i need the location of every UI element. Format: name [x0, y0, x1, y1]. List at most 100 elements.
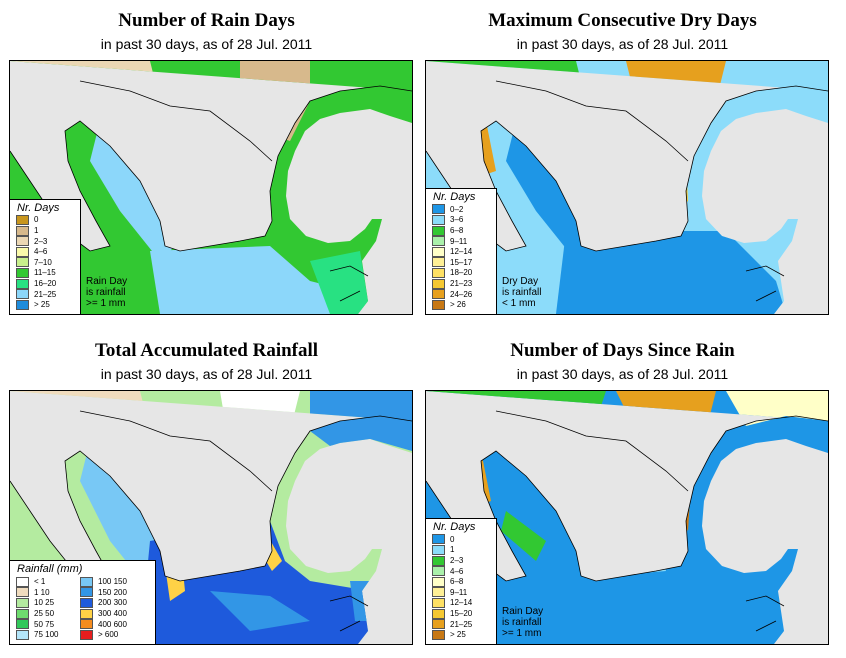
- note-line: Rain Day: [502, 606, 544, 617]
- legend-entry: 25 50: [10, 608, 74, 619]
- map-svg: [10, 61, 412, 314]
- legend-swatch: [16, 587, 29, 598]
- legend-swatch: [16, 608, 29, 619]
- panel-subtitle: in past 30 days, as of 28 Jul. 2011: [100, 36, 313, 52]
- legend-entry: 3–6: [426, 214, 496, 226]
- note-line: is rainfall: [502, 617, 542, 628]
- legend-entry: 9–11: [426, 236, 496, 247]
- legend-label: 18–20: [450, 268, 473, 278]
- legend-note: Rain Day is rainfall >= 1 mm: [502, 606, 543, 639]
- legend-title: Nr. Days: [433, 521, 476, 534]
- legend-label: 1 10: [34, 587, 50, 597]
- legend-max-dry-days: Nr. Days 0–2 3–6 6–8 9–11 12–14 15–17 18–20 21–…: [426, 188, 497, 314]
- legend-swatch: [432, 629, 445, 640]
- legend-swatch: [16, 299, 29, 310]
- panel-subtitle: in past 30 days, as of 28 Jul. 2011: [516, 36, 729, 52]
- legend-swatch: [432, 246, 445, 257]
- legend-label: 11–15: [34, 268, 56, 278]
- legend-label: > 25: [34, 300, 50, 310]
- legend-entry: 21–25: [426, 619, 496, 630]
- legend-entry: 21–23: [426, 278, 496, 289]
- legend-label: 21–23: [450, 279, 473, 289]
- map-max-dry-days: Nr. Days 0–2 3–6 6–8 9–11 12–14 15–17 18–20 21–…: [425, 60, 829, 315]
- legend-entry: 12–14: [426, 597, 496, 609]
- legend-label: 25 50: [34, 609, 55, 619]
- legend-rain-days: Nr. Days 0 1 2–3 4–6 7–10 11–15 16–20 21–25 > 25: [10, 198, 81, 314]
- panel-total-rainfall: Total Accumulated Rainfall in past 30 da…: [0, 330, 413, 650]
- legend-entry: < 1: [10, 576, 74, 587]
- map-days-since-rain: Nr. Days 0 1 2–3 4–6 6–8 9–11 12–14 15–20 21–25 >…: [425, 390, 829, 645]
- legend-label: 15–17: [450, 257, 473, 267]
- panel-rain-days: Number of Rain Days in past 30 days, as …: [0, 0, 413, 320]
- legend-entry: 16–20: [10, 278, 80, 289]
- note-line: < 1 mm: [502, 298, 536, 309]
- legend-entry: > 600: [74, 629, 138, 640]
- legend-entry: 1: [10, 225, 80, 236]
- legend-label: 9–11: [450, 236, 468, 246]
- legend-swatch: [432, 544, 445, 555]
- legend-label: 1: [450, 545, 455, 555]
- legend-label: < 1: [34, 577, 46, 587]
- legend-note: Rain Day is rainfall >= 1 mm: [86, 276, 127, 309]
- legend-entry: 300 400: [74, 608, 138, 619]
- legend-entry: 100 150: [74, 576, 138, 587]
- note-line: Dry Day: [502, 276, 539, 287]
- legend-entry: 7–10: [10, 257, 80, 268]
- legend-label: 1: [34, 226, 39, 236]
- legend-label: 2–3: [450, 556, 464, 566]
- legend-label: 12–14: [450, 598, 473, 608]
- legend-entry: > 25: [426, 629, 496, 640]
- legend-swatch: [80, 587, 93, 598]
- legend-swatch: [16, 576, 29, 587]
- legend-swatch: [432, 278, 445, 289]
- legend-title: Nr. Days: [433, 191, 476, 204]
- legend-swatch: [16, 629, 29, 640]
- legend-label: 4–6: [34, 247, 48, 257]
- legend-label: 24–26: [450, 289, 473, 299]
- legend-label: 75 100: [34, 630, 59, 640]
- legend-swatch: [16, 246, 29, 257]
- legend-entry: 75 100: [10, 629, 74, 640]
- legend-label: 400 600: [98, 619, 127, 629]
- legend-label: 0: [450, 534, 455, 544]
- legend-label: 4–6: [450, 566, 464, 576]
- legend-entry: 11–15: [10, 267, 80, 279]
- legend-swatch: [80, 597, 93, 608]
- legend-label: 6–8: [450, 577, 464, 587]
- panel-title: Number of Days Since Rain: [510, 340, 735, 361]
- legend-swatch: [16, 278, 29, 289]
- legend-swatch: [432, 204, 445, 215]
- legend-entry: 0: [426, 534, 496, 545]
- legend-label: 6–8: [450, 226, 464, 236]
- legend-note: Dry Day is rainfall < 1 mm: [502, 276, 541, 309]
- legend-entry: > 25: [10, 299, 80, 310]
- legend-label: 100 150: [98, 577, 127, 587]
- legend-swatch: [432, 299, 445, 310]
- map-rain-days: Nr. Days 0 1 2–3 4–6 7–10 11–15 16–20 21–25 > 25…: [9, 60, 413, 315]
- legend-swatch: [432, 608, 445, 619]
- legend-label: 16–20: [34, 279, 57, 289]
- legend-label: 50 75: [34, 619, 55, 629]
- legend-entry: 200 300: [74, 597, 138, 609]
- legend-label: 0: [34, 215, 39, 225]
- panel-max-dry-days: Maximum Consecutive Dry Days in past 30 …: [416, 0, 829, 320]
- legend-entry: 18–20: [426, 267, 496, 279]
- note-line: Rain Day: [86, 276, 128, 287]
- panel-title: Total Accumulated Rainfall: [94, 340, 319, 361]
- legend-label: 10 25: [34, 598, 55, 608]
- legend-swatch: [16, 597, 29, 608]
- legend-entry: 1 10: [10, 587, 74, 598]
- legend-swatch: [80, 576, 93, 587]
- legend-swatch: [432, 289, 445, 300]
- legend-label: 2–3: [34, 236, 48, 246]
- note-line: is rainfall: [502, 287, 542, 298]
- legend-swatch: [16, 257, 29, 268]
- legend-entry: 10 25: [10, 597, 74, 609]
- legend-entry: 24–26: [426, 289, 496, 300]
- legend-label: 7–10: [34, 257, 52, 267]
- legend-entry: 4–6: [10, 246, 80, 257]
- legend-entry: 1: [426, 544, 496, 556]
- legend-swatch: [16, 214, 29, 225]
- legend-swatch: [432, 225, 445, 236]
